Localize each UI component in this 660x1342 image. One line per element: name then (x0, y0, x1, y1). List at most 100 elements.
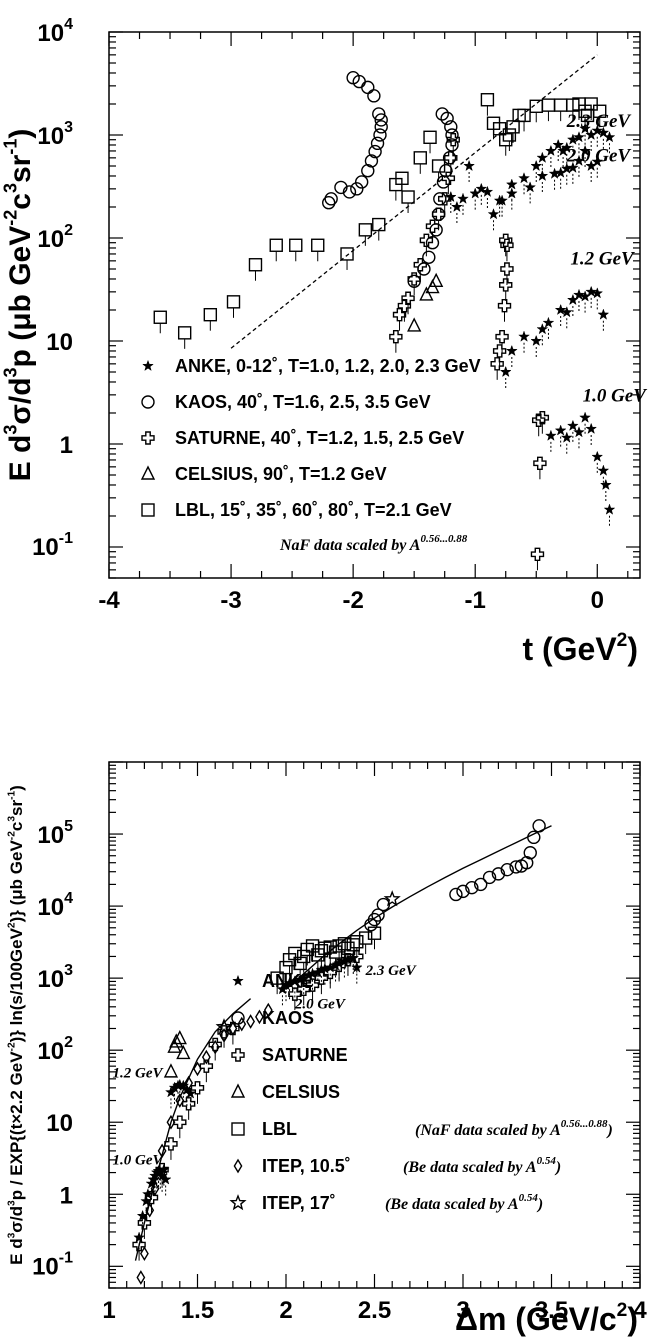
data-point (445, 138, 459, 152)
energy-label: 2.0 GeV (566, 146, 632, 167)
data-point (368, 144, 382, 159)
legend-marker-cross (141, 431, 155, 445)
data-point (492, 344, 507, 358)
series-circle (364, 819, 546, 932)
y-tick-base: 10 (37, 20, 64, 47)
x-axis-title: t (GeV2) (522, 630, 638, 667)
x-tick-label: -1 (465, 587, 486, 614)
data-point (144, 1190, 159, 1205)
scaling-note-text: NaF data scaled by A (279, 537, 421, 554)
data-point (203, 308, 218, 322)
data-point (184, 1075, 194, 1091)
x-tick-label: 3.5 (535, 1297, 568, 1324)
y-tick-exponent: -1 (59, 1249, 73, 1266)
data-point (535, 411, 550, 425)
data-point (500, 262, 514, 276)
data-point (361, 164, 375, 178)
x-axis-title-text: Δm (GeV/c (455, 1301, 617, 1337)
data-point (441, 171, 456, 185)
data-point (297, 949, 311, 964)
y-tick-base: 10 (46, 329, 73, 356)
x-tick-label: 2.5 (358, 1297, 391, 1324)
data-point (552, 138, 565, 151)
series-triangle (407, 272, 444, 332)
data-point (530, 547, 545, 561)
y-tick-exponent: 4 (64, 890, 73, 907)
y-axis-title-exponent: -1 (6, 791, 17, 800)
data-point (541, 98, 556, 112)
legend-note: (Be data scaled by A0.54) (385, 1192, 543, 1213)
y-tick-base: 10 (37, 966, 64, 993)
data-point (322, 196, 336, 210)
data-point (136, 1270, 146, 1285)
legend-label: ANKE (262, 971, 313, 991)
data-point (502, 128, 517, 142)
legend-label: SATURNE, 40˚, T=1.2, 1.5, 2.5 GeV (175, 428, 464, 448)
legend-label: LBL (262, 1119, 297, 1139)
data-point (597, 126, 610, 138)
data-point (579, 122, 592, 134)
data-point (172, 1029, 187, 1045)
data-point (566, 161, 579, 173)
data-point (431, 207, 446, 221)
x-axis-title: Δm (GeV/c2) (455, 1300, 638, 1337)
x-tick-label: 2 (279, 1297, 292, 1324)
y-axis-title-text: c (4, 193, 37, 210)
data-point (141, 1188, 154, 1200)
data-point (210, 1039, 220, 1055)
data-point (373, 128, 387, 142)
data-point (531, 413, 546, 427)
data-point (437, 192, 452, 206)
data-point (566, 419, 579, 431)
data-point (560, 431, 573, 443)
data-point (374, 120, 388, 134)
legend-note: (NaF data scaled by A0.56...0.88) (415, 1118, 613, 1139)
data-point (444, 190, 457, 203)
data-point (228, 1021, 238, 1036)
scaling-note-exponent: 0.56...0.88 (420, 533, 467, 545)
data-point (597, 464, 610, 476)
data-point (560, 306, 573, 318)
data-point (429, 272, 444, 287)
y-tick-base: 10 (32, 534, 59, 561)
legend-marker-square (231, 1122, 245, 1136)
y-tick-exponent: 2 (64, 222, 73, 239)
data-point (176, 1044, 191, 1060)
data-point (500, 238, 514, 252)
y-tick-label: 102 (37, 1034, 73, 1065)
data-point (219, 1028, 229, 1043)
data-point (419, 233, 434, 247)
data-point (199, 1059, 214, 1073)
data-point (474, 877, 488, 892)
data-point (499, 365, 512, 378)
data-point (523, 846, 537, 860)
legend-marker-triangle (140, 465, 156, 480)
data-point (367, 912, 382, 927)
y-tick-base: 1 (60, 432, 73, 459)
legend-note: (Be data scaled by A0.54) (403, 1155, 561, 1176)
y-axis-title-text: σ/d (4, 377, 37, 424)
series-square (270, 926, 382, 995)
data-point (431, 207, 446, 221)
legend-label: CELSIUS, 90˚, T=1.2 GeV (175, 464, 387, 484)
data-point (446, 133, 460, 147)
data-point (169, 1033, 184, 1048)
data-point (591, 155, 604, 167)
data-point (495, 330, 509, 344)
data-point (512, 108, 526, 123)
data-point (532, 819, 546, 833)
data-point (184, 1087, 197, 1099)
y-tick-label: 104 (37, 16, 73, 47)
series-triangle (163, 1029, 191, 1078)
series-cross (389, 133, 550, 571)
y-axis-title-exponent: 3 (1, 367, 21, 377)
data-point (456, 884, 470, 899)
y-tick-exponent: -1 (59, 530, 73, 547)
legend-note-close: ) (606, 1122, 613, 1139)
data-point (346, 938, 360, 952)
y-tick-base: 10 (37, 822, 64, 849)
y-tick-base: 10 (37, 1038, 64, 1065)
data-point (560, 141, 573, 153)
data-point (350, 935, 364, 949)
y-axis-title: E d3σ/d3p / EXP{(t×2.2 GeV-2)} ln(s/100G… (6, 785, 26, 1265)
